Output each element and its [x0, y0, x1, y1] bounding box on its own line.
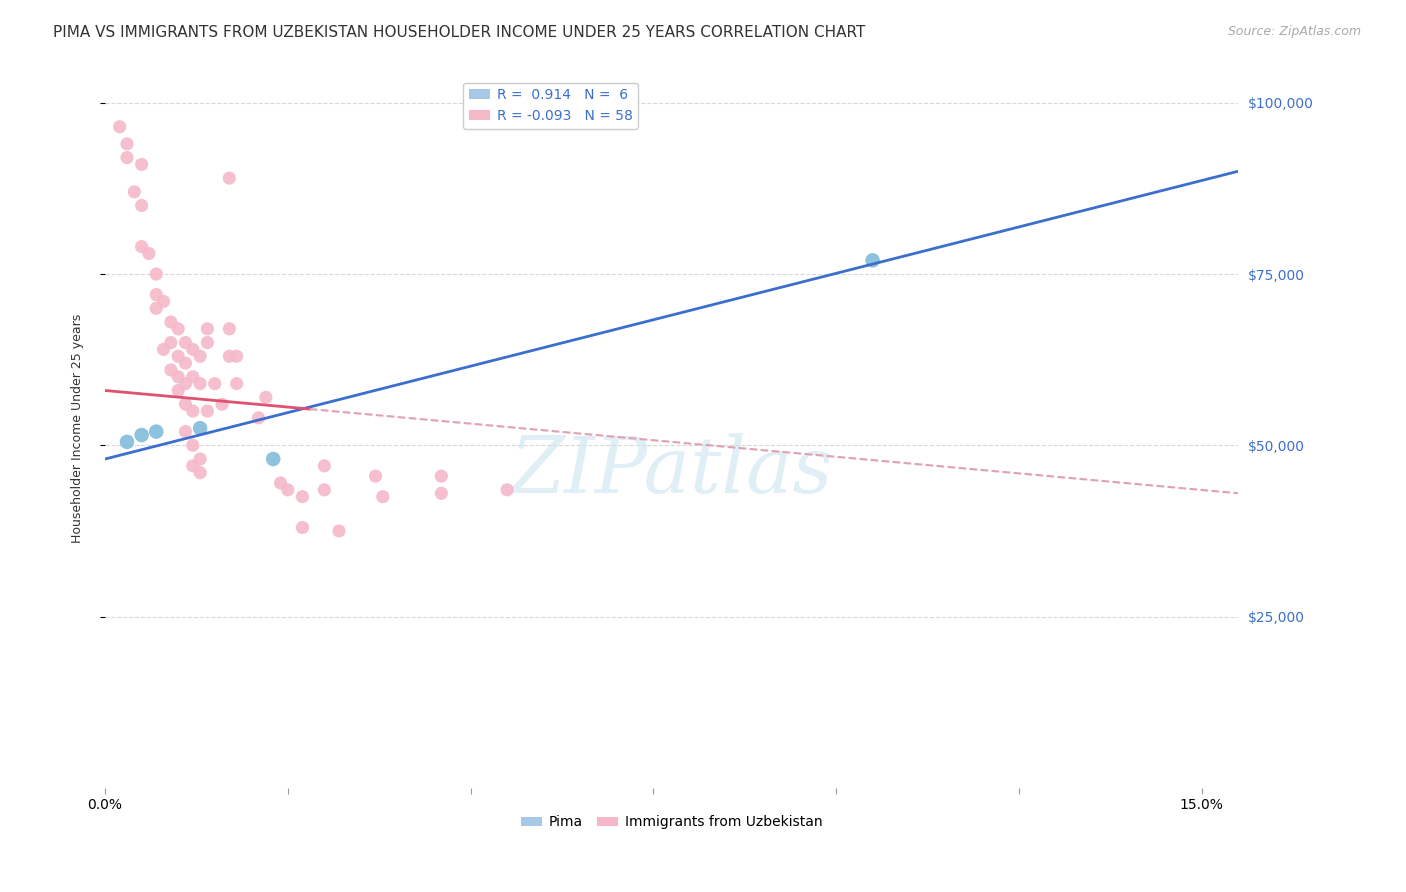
Point: [262, 452, 284, 467]
Text: ZIPatlas: ZIPatlas: [510, 434, 832, 509]
Point: [188, 349, 211, 363]
Point: [174, 335, 197, 350]
Point: [218, 322, 240, 336]
Point: [247, 410, 270, 425]
Point: [174, 376, 197, 391]
Point: [160, 335, 183, 350]
Point: [152, 343, 174, 357]
Point: [115, 151, 138, 165]
Point: [197, 335, 219, 350]
Point: [174, 397, 197, 411]
Point: [188, 452, 211, 467]
Point: [108, 120, 131, 134]
Point: [145, 267, 167, 281]
Point: [167, 322, 190, 336]
Point: [145, 287, 167, 301]
Point: [115, 136, 138, 151]
Point: [254, 390, 277, 404]
Point: [131, 198, 153, 212]
Point: [371, 490, 394, 504]
Text: Source: ZipAtlas.com: Source: ZipAtlas.com: [1227, 25, 1361, 38]
Text: PIMA VS IMMIGRANTS FROM UZBEKISTAN HOUSEHOLDER INCOME UNDER 25 YEARS CORRELATION: PIMA VS IMMIGRANTS FROM UZBEKISTAN HOUSE…: [53, 25, 866, 40]
Point: [225, 376, 247, 391]
Point: [314, 483, 336, 497]
Point: [181, 458, 204, 473]
Point: [211, 397, 233, 411]
Point: [218, 349, 240, 363]
Point: [277, 483, 299, 497]
Point: [167, 384, 190, 398]
Point: [204, 376, 226, 391]
Point: [167, 369, 190, 384]
Y-axis label: Householder Income Under 25 years: Householder Income Under 25 years: [72, 314, 84, 543]
Point: [291, 490, 314, 504]
Point: [364, 469, 387, 483]
Point: [862, 253, 884, 268]
Point: [430, 469, 453, 483]
Point: [160, 315, 183, 329]
Legend: Pima, Immigrants from Uzbekistan: Pima, Immigrants from Uzbekistan: [516, 810, 828, 835]
Point: [181, 404, 204, 418]
Point: [291, 520, 314, 534]
Point: [181, 343, 204, 357]
Point: [188, 421, 211, 435]
Point: [145, 301, 167, 316]
Point: [328, 524, 350, 538]
Point: [167, 349, 190, 363]
Point: [197, 404, 219, 418]
Point: [174, 425, 197, 439]
Point: [152, 294, 174, 309]
Point: [197, 322, 219, 336]
Point: [496, 483, 519, 497]
Point: [174, 356, 197, 370]
Point: [115, 434, 138, 449]
Point: [160, 363, 183, 377]
Point: [145, 425, 167, 439]
Point: [270, 475, 292, 490]
Point: [225, 349, 247, 363]
Point: [181, 369, 204, 384]
Point: [138, 246, 160, 260]
Point: [188, 466, 211, 480]
Point: [181, 438, 204, 452]
Point: [124, 185, 146, 199]
Point: [131, 428, 153, 442]
Point: [218, 171, 240, 186]
Point: [314, 458, 336, 473]
Point: [131, 239, 153, 253]
Point: [430, 486, 453, 500]
Point: [131, 157, 153, 171]
Point: [188, 376, 211, 391]
